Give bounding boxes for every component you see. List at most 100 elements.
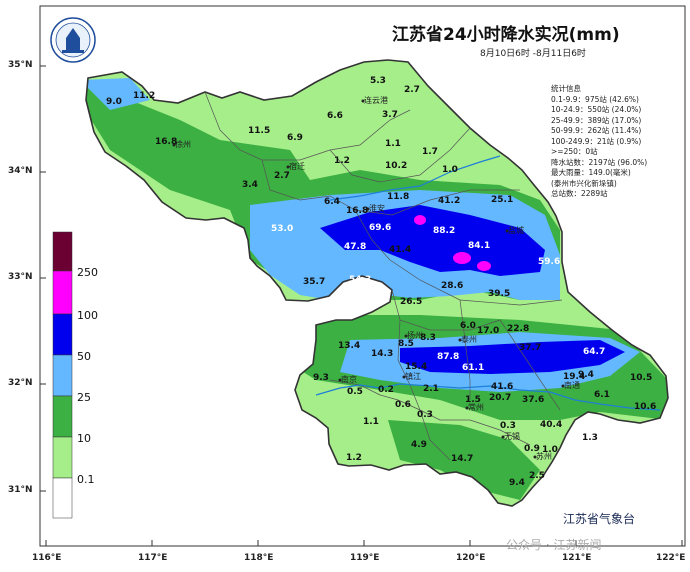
city-label: 徐州 (175, 139, 191, 149)
station-value: 1.0 (442, 165, 458, 175)
city-label: 扬州 (407, 330, 423, 340)
longitude-label: 117°E (138, 553, 168, 563)
stat-line: 降水站数：2197站 (96.0%) (551, 157, 648, 167)
station-value: 6.0 (460, 321, 476, 331)
longitude-label: 119°E (350, 553, 380, 563)
rivers (315, 155, 661, 411)
station-value: 22.8 (507, 324, 529, 334)
station-value: 9.3 (313, 373, 329, 383)
station-value: 20.7 (489, 393, 511, 403)
city-label: 宿迁 (289, 161, 305, 171)
city-label: 淮安 (369, 203, 385, 213)
statistics-heading: 统计信息 (551, 84, 581, 93)
station-value: 2.1 (423, 384, 439, 394)
latitude-label: 34°N (8, 166, 33, 176)
stat-line: >=250：0站 (551, 147, 598, 156)
city-label: 南京 (341, 374, 357, 384)
station-value: 28.6 (441, 281, 463, 291)
legend-label: 25 (77, 391, 91, 404)
stat-line: 总站数：2289站 (551, 189, 608, 198)
station-value: 13.4 (338, 341, 360, 351)
station-value: 59.6 (538, 257, 560, 267)
station-value: 1.7 (422, 147, 438, 157)
stat-line: 100-249.9：21站 (0.9%) (551, 136, 642, 146)
city-label: 南通 (564, 380, 580, 390)
legend-label: 0.1 (77, 473, 95, 486)
station-value: 39.5 (488, 289, 510, 299)
map-title: 江苏省24小时降水实况(mm) (392, 25, 620, 45)
station-value: 26.5 (400, 297, 422, 307)
station-value: 6.1 (594, 390, 610, 400)
station-value: 11.5 (248, 126, 270, 136)
city-label: 泰州 (461, 334, 477, 344)
station-value: 2.7 (274, 171, 290, 181)
station-value: 1.1 (385, 139, 401, 149)
station-value: 9.4 (509, 478, 525, 488)
station-value: 14.3 (371, 349, 393, 359)
station-value: 4.9 (411, 440, 427, 450)
station-value: 69.6 (369, 223, 391, 233)
legend-label: 250 (77, 266, 98, 279)
longitude-label: 116°E (32, 553, 62, 563)
longitude-label: 121°E (562, 553, 592, 563)
station-value: 41.2 (438, 196, 460, 206)
latitude-label: 33°N (8, 272, 33, 282)
station-value: 54.3 (349, 275, 371, 285)
longitude-label: 118°E (244, 553, 274, 563)
station-value: 41.6 (491, 382, 513, 392)
station-value: 6.9 (287, 133, 303, 143)
station-value: 11.2 (133, 91, 155, 101)
station-value: 1.2 (346, 453, 362, 463)
station-value: 41.4 (389, 245, 411, 255)
statistics-panel: 统计信息 0.1-9.9：975站 (42.6%) 10-24.9：550站 (… (551, 84, 647, 200)
city-label: 镇江 (405, 371, 421, 381)
station-value: 88.2 (433, 226, 455, 236)
longitude-label: 120°E (456, 553, 486, 563)
stat-line: 50-99.9：262站 (11.4%) (551, 126, 642, 135)
station-value: 5.3 (370, 76, 386, 86)
prefecture-boundaries (204, 91, 563, 461)
legend-label: 100 (77, 309, 98, 322)
axis-ticks (40, 65, 683, 546)
station-value: 1.0 (542, 445, 558, 455)
city-label: 盐城 (508, 225, 524, 235)
station-value: 2.7 (404, 85, 420, 95)
station-value: 0.6 (395, 400, 411, 410)
legend-label: 10 (77, 432, 91, 445)
station-value: 3.7 (382, 110, 398, 120)
stat-line: 0.1-9.9：975站 (42.6%) (551, 94, 639, 104)
time-range: 8月10日6时 -8月11日6时 (480, 49, 586, 59)
station-value: 64.7 (583, 347, 605, 357)
station-value: 0.3 (500, 421, 516, 431)
latitude-label: 32°N (8, 378, 33, 388)
stat-line: 最大雨量：149.0(毫米) (551, 168, 631, 177)
city-label: 苏州 (536, 451, 552, 461)
city-label: 常州 (468, 403, 484, 412)
station-value: 1.3 (582, 433, 598, 443)
station-value: 3.4 (242, 180, 258, 190)
station-value: 1.1 (363, 417, 379, 427)
station-value: 9.4 (578, 370, 594, 380)
station-value: 17.0 (477, 326, 499, 336)
station-value: 6.6 (327, 111, 343, 121)
station-value: 47.8 (344, 242, 366, 252)
station-value: 2.5 (529, 471, 545, 481)
station-value: 8.5 (398, 339, 414, 349)
stat-line: (泰州市兴化新垛镇) (551, 178, 617, 188)
agency-emblem-icon (50, 17, 96, 63)
station-value: 8.3 (420, 333, 436, 343)
station-value: 10.5 (630, 373, 652, 383)
legend-label: 50 (77, 350, 91, 363)
station-value: 37.6 (522, 395, 544, 405)
legend-colorbar (52, 231, 73, 519)
province-border (85, 59, 669, 507)
station-value: 9.0 (106, 97, 122, 107)
station-values: 9.0 11.2 16.8 11.5 6.9 5.3 2.7 6.6 3.7 1… (106, 76, 656, 488)
latitude-label: 35°N (8, 60, 33, 70)
station-value: 87.8 (437, 352, 459, 362)
latitude-label: 31°N (8, 485, 33, 495)
station-value: 0.5 (347, 387, 363, 397)
station-value: 53.0 (271, 224, 293, 234)
city-label: 无锡 (504, 432, 520, 441)
station-value: 0.3 (417, 410, 433, 420)
